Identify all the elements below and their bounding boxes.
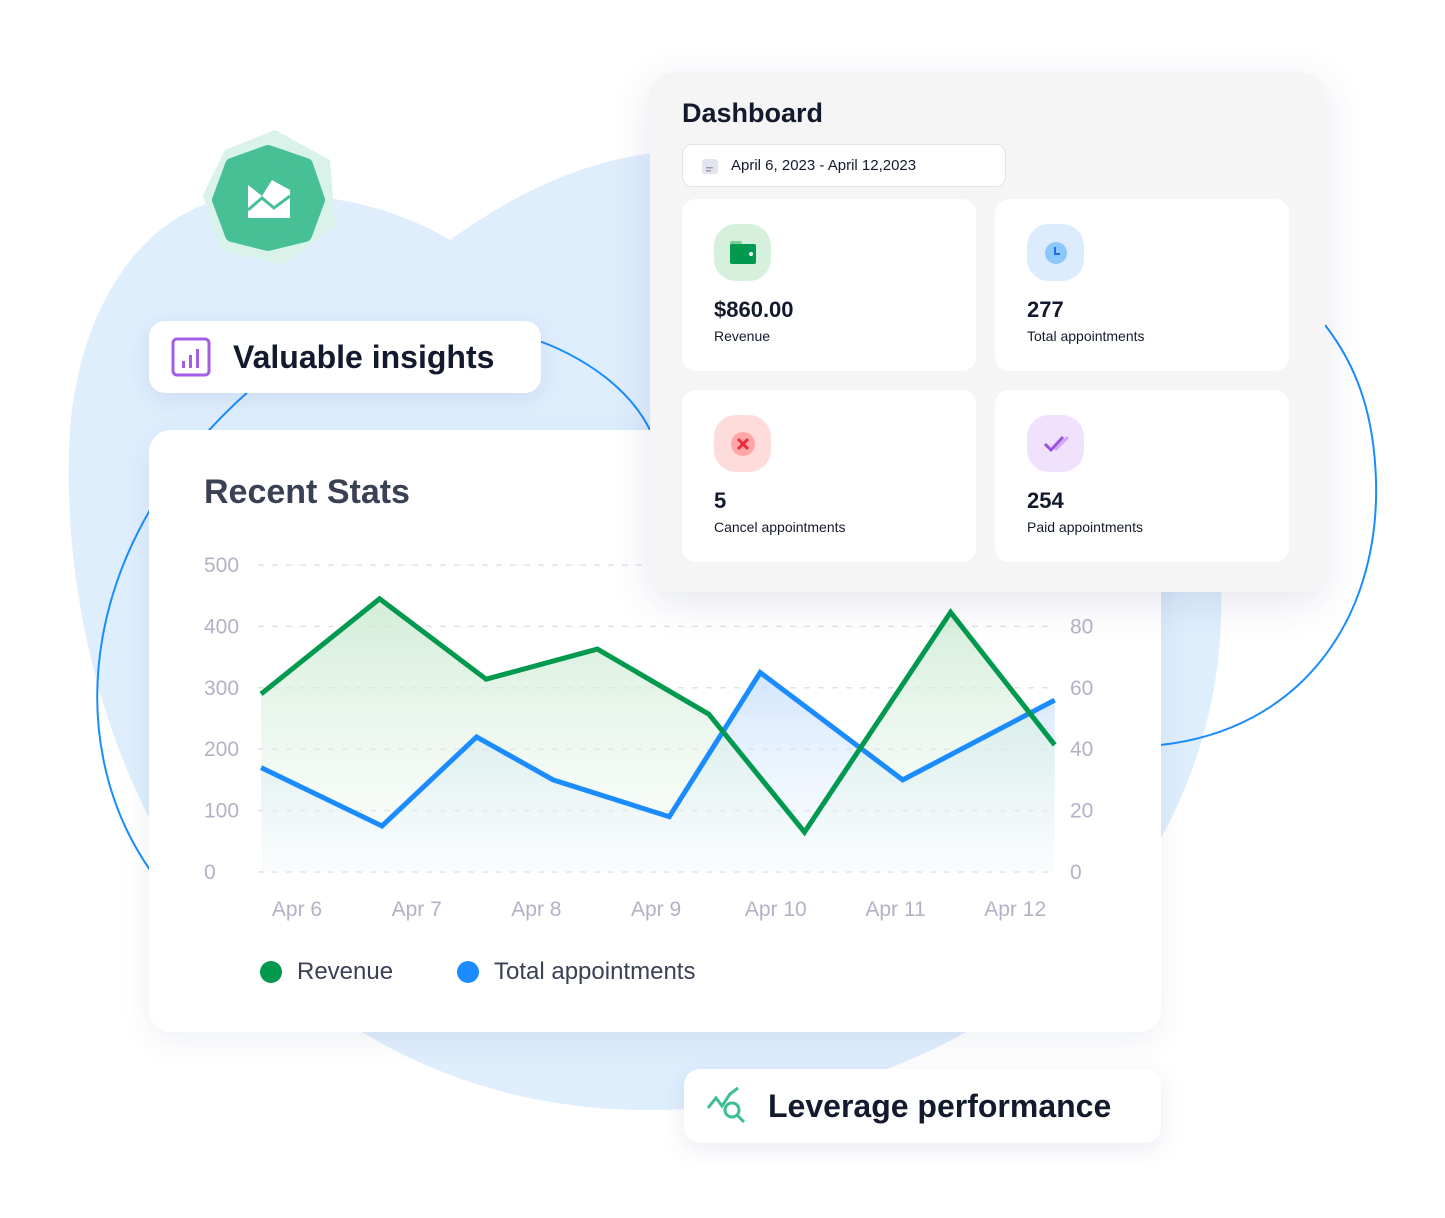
y-left-tick-label: 0: [204, 861, 216, 884]
legend-total-appointments: Total appointments: [457, 958, 695, 986]
legend-revenue: Revenue: [260, 958, 393, 986]
leverage-performance-label: Leverage performance: [768, 1087, 1112, 1124]
dashboard-title: Dashboard: [682, 98, 824, 128]
x-tick-label: Apr 6: [272, 898, 322, 921]
stat-value: 277: [1027, 297, 1064, 322]
x-tick-label: Apr 8: [511, 898, 561, 921]
bar-chart-icon: [171, 337, 211, 377]
valuable-insights-label: Valuable insights: [233, 338, 495, 375]
legend-label: Total appointments: [494, 958, 696, 985]
legend-label: Revenue: [297, 958, 394, 985]
stat-label: Paid appointments: [1027, 519, 1143, 535]
leverage-performance-badge: Leverage performance: [684, 1069, 1161, 1143]
revenue-legend-dot: [260, 961, 282, 983]
stat-label: Cancel appointments: [714, 519, 846, 535]
trend-search-icon: [706, 1086, 746, 1124]
y-left-tick-label: 100: [204, 800, 239, 823]
y-right-tick-label: 60: [1070, 677, 1093, 700]
valuable-insights-badge: Valuable insights: [149, 321, 541, 393]
stat-card-total-appointments: 277 Total appointments: [995, 199, 1289, 371]
stat-card-paid-appointments: 254 Paid appointments: [995, 390, 1289, 562]
y-left-tick-label: 400: [204, 615, 239, 638]
double-check-icon: [1027, 415, 1084, 472]
y-left-tick-label: 300: [204, 677, 239, 700]
x-circle-icon: [714, 415, 771, 472]
stat-value: 5: [714, 488, 727, 513]
y-right-tick-label: 80: [1070, 615, 1093, 638]
calendar-icon: [702, 158, 718, 174]
stat-card-cancel-appointments: 5 Cancel appointments: [682, 390, 976, 562]
revenue-line: [259, 595, 1057, 837]
stat-label: Total appointments: [1027, 328, 1145, 344]
clock-icon: [1027, 224, 1084, 281]
chart-title: Recent Stats: [204, 473, 410, 511]
stat-value: $860.00: [714, 297, 794, 322]
y-left-tick-label: 200: [204, 738, 239, 761]
date-range-picker[interactable]: April 6, 2023 - April 12,2023: [682, 144, 1006, 187]
y-left-tick-label: 500: [204, 554, 239, 577]
total-appointments-line: [260, 668, 1056, 829]
x-tick-label: Apr 7: [392, 898, 442, 921]
x-tick-label: Apr 12: [984, 898, 1046, 921]
dashboard-panel: Dashboard April 6, 2023 - April 12,2023 …: [650, 73, 1325, 592]
x-tick-label: Apr 10: [745, 898, 807, 921]
x-tick-label: Apr 9: [631, 898, 681, 921]
decorative-arc-right: [1159, 324, 1378, 746]
x-tick-label: Apr 11: [865, 898, 925, 921]
y-right-tick-label: 20: [1070, 800, 1093, 823]
appointments-legend-dot: [457, 961, 479, 983]
y-right-tick-label: 40: [1070, 738, 1093, 761]
y-right-tick-label: 0: [1070, 861, 1082, 884]
date-range-text: April 6, 2023 - April 12,2023: [731, 157, 917, 174]
stat-label: Revenue: [714, 328, 771, 344]
stat-value: 254: [1027, 488, 1064, 513]
chart-hexagon-icon: [203, 130, 335, 265]
stat-card-revenue: $860.00 Revenue: [682, 199, 976, 371]
wallet-icon: [714, 224, 771, 281]
revenue-area: [261, 598, 1055, 872]
